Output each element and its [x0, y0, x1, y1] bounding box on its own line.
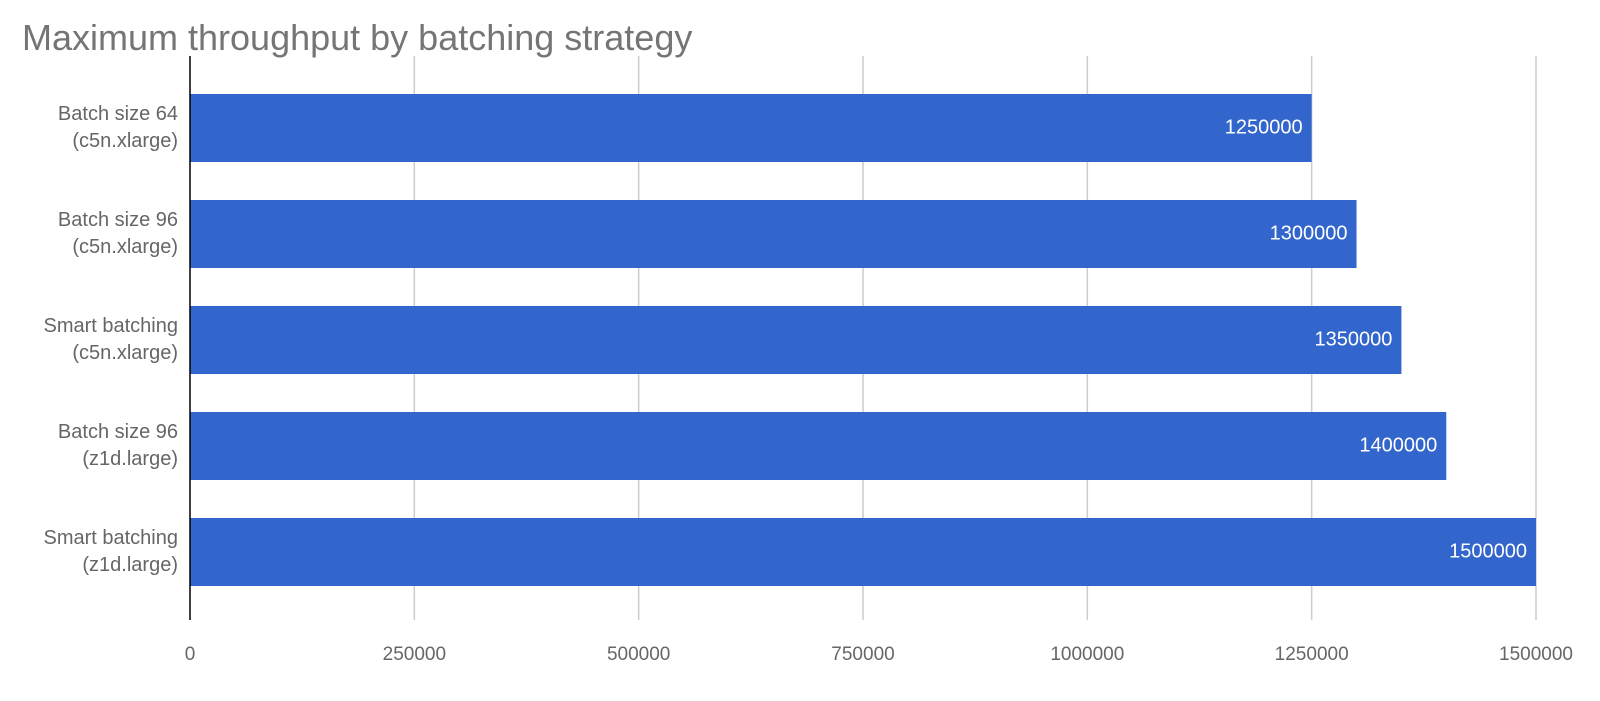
- bar: [190, 306, 1402, 374]
- bar: [190, 412, 1447, 480]
- data-label: 1350000: [1315, 328, 1393, 350]
- bar: [190, 200, 1357, 268]
- x-tick-label: 1500000: [1499, 644, 1573, 665]
- category-label: Batch size 96 (z1d.large): [58, 421, 178, 470]
- data-label: 1300000: [1270, 222, 1348, 244]
- category-label: Batch size 96 (c5n.xlarge): [58, 209, 178, 258]
- x-tick-label: 0: [185, 644, 196, 665]
- bars: [190, 94, 1536, 586]
- x-tick-label: 250000: [383, 644, 446, 665]
- data-label: 1400000: [1359, 434, 1437, 456]
- category-label: Smart batching (z1d.large): [43, 527, 178, 576]
- x-tick-label: 1250000: [1275, 644, 1349, 665]
- chart-title: Maximum throughput by batching strategy: [22, 17, 693, 58]
- data-labels: 1250000 1300000 1350000 1400000 1500000: [1225, 116, 1527, 562]
- bar: [190, 94, 1312, 162]
- data-label: 1250000: [1225, 116, 1303, 138]
- category-labels: Batch size 64 (c5n.xlarge) Batch size 96 (c…: [43, 103, 178, 576]
- x-tick-label: 500000: [607, 644, 670, 665]
- x-tick-labels: 0 250000 500000 750000 1000000 1250000 1500000: [185, 644, 1573, 665]
- bar: [190, 518, 1536, 586]
- x-tick-label: 1000000: [1050, 644, 1124, 665]
- x-tick-label: 750000: [831, 644, 894, 665]
- data-label: 1500000: [1449, 540, 1527, 562]
- category-label: Batch size 64 (c5n.xlarge): [58, 103, 178, 152]
- category-label: Smart batching (c5n.xlarge): [43, 315, 178, 364]
